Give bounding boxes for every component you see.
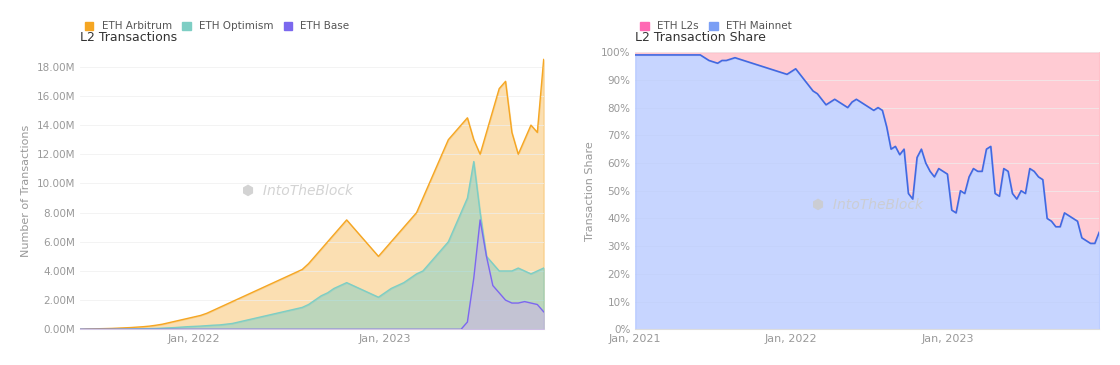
Text: ⬢  IntoTheBlock: ⬢ IntoTheBlock (242, 184, 353, 198)
Y-axis label: Transaction Share: Transaction Share (586, 141, 596, 241)
Legend: ETH Arbitrum, ETH Optimism, ETH Base: ETH Arbitrum, ETH Optimism, ETH Base (85, 21, 349, 31)
Text: L2 Transaction Share: L2 Transaction Share (635, 31, 766, 44)
Text: ⬢  IntoTheBlock: ⬢ IntoTheBlock (812, 197, 923, 212)
Legend: ETH L2s, ETH Mainnet: ETH L2s, ETH Mainnet (641, 21, 792, 31)
Text: L2 Transactions: L2 Transactions (80, 31, 177, 44)
Y-axis label: Number of Transactions: Number of Transactions (21, 124, 31, 257)
